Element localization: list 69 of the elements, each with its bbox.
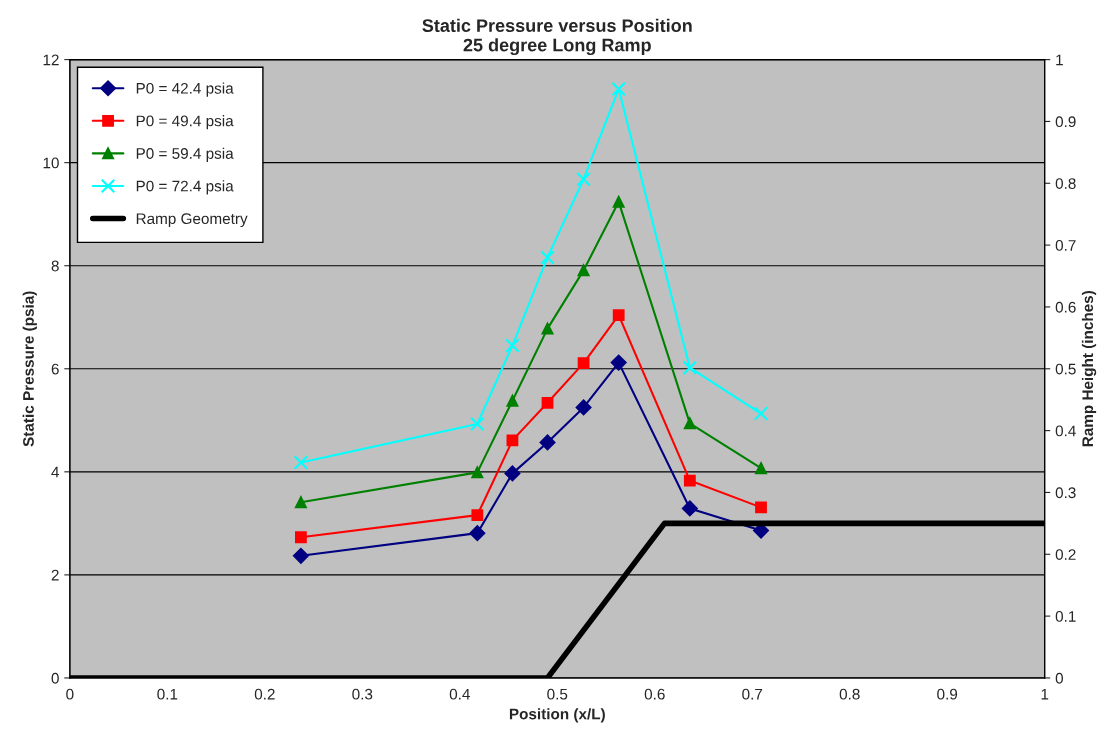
x-tick-label: 0.4 bbox=[449, 688, 470, 700]
x-tick-label: 0.1 bbox=[157, 688, 178, 700]
point bbox=[295, 531, 307, 544]
y2-tick-label: 0.9 bbox=[1055, 116, 1076, 128]
y2-tick-label: 0.2 bbox=[1055, 549, 1076, 560]
x-axis-title: Position (x/L) bbox=[509, 708, 605, 723]
point bbox=[471, 466, 484, 479]
x-tick-label: 0.2 bbox=[254, 688, 275, 700]
legend-label: Ramp Geometry bbox=[136, 213, 248, 228]
point bbox=[504, 465, 521, 482]
y-tick-label: 8 bbox=[51, 260, 59, 272]
point bbox=[610, 354, 627, 371]
point bbox=[682, 360, 698, 376]
legend-label: P0 = 72.4 psia bbox=[136, 180, 234, 195]
point bbox=[577, 357, 590, 370]
y2-tick-label: 0 bbox=[1055, 672, 1063, 684]
y-tick-label: 6 bbox=[51, 363, 59, 375]
point bbox=[295, 496, 307, 509]
x-tick-label: 0.7 bbox=[742, 688, 763, 700]
point bbox=[611, 81, 626, 97]
point bbox=[576, 171, 591, 187]
y-tick-label: 10 bbox=[43, 157, 59, 169]
point bbox=[505, 338, 520, 353]
point bbox=[612, 309, 625, 322]
x-tick-label: 0.3 bbox=[352, 688, 373, 700]
y2-tick-label: 0.3 bbox=[1055, 487, 1076, 499]
legend-label: P0 = 49.4 psia bbox=[136, 115, 234, 130]
point bbox=[575, 399, 592, 416]
point bbox=[506, 434, 519, 447]
point bbox=[683, 474, 696, 487]
x-tick-label: 0 bbox=[66, 688, 74, 700]
point bbox=[539, 434, 556, 451]
legend-label: P0 = 59.4 psia bbox=[136, 147, 234, 162]
point bbox=[540, 250, 555, 265]
point bbox=[683, 417, 696, 430]
x-tick-label: 1 bbox=[1041, 688, 1049, 700]
y-axis-title: Static Pressure (psia) bbox=[22, 291, 37, 447]
x-tick-label: 0.5 bbox=[547, 688, 568, 700]
y2-tick-label: 0.5 bbox=[1055, 363, 1076, 375]
point bbox=[292, 547, 309, 564]
point bbox=[612, 195, 625, 208]
x-tick-label: 0.8 bbox=[839, 688, 860, 700]
y-tick-label: 4 bbox=[51, 466, 59, 478]
point bbox=[753, 406, 769, 421]
y2-tick-label: 0.6 bbox=[1055, 301, 1076, 313]
y-tick-label: 2 bbox=[51, 569, 59, 581]
y-tick-label: 12 bbox=[43, 54, 59, 66]
point bbox=[293, 455, 309, 470]
x-tick-label: 0.6 bbox=[644, 688, 665, 700]
y2-tick-label: 0.7 bbox=[1055, 239, 1076, 251]
point bbox=[577, 264, 590, 277]
x-tick-label: 0.9 bbox=[937, 688, 958, 700]
chart-title: Static Pressure versus Position 25 degree Long Ramp bbox=[422, 18, 692, 56]
y2-tick-label: 1 bbox=[1056, 54, 1063, 66]
point bbox=[506, 394, 519, 407]
y2-tick-label: 0.1 bbox=[1055, 610, 1076, 622]
y2-axis-title: Ramp Height (inches) bbox=[1081, 291, 1097, 447]
point bbox=[469, 525, 486, 542]
point bbox=[471, 509, 484, 522]
y2-tick-label: 0.4 bbox=[1055, 425, 1076, 437]
point bbox=[541, 322, 554, 335]
point bbox=[541, 396, 554, 409]
point bbox=[755, 501, 767, 514]
point bbox=[755, 462, 767, 475]
point bbox=[470, 416, 485, 432]
y-tick-label: 0 bbox=[51, 672, 59, 684]
legend-label: P0 = 42.4 psia bbox=[136, 82, 234, 97]
y2-tick-label: 0.8 bbox=[1055, 178, 1076, 189]
point bbox=[681, 500, 698, 517]
